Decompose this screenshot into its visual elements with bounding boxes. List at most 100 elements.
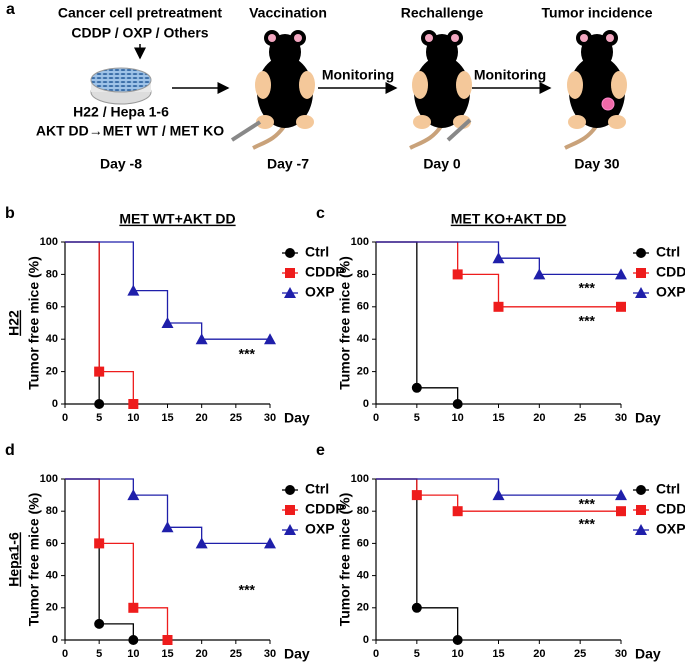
legend-label: CDDP xyxy=(305,501,345,517)
step-text: H22 / Hepa 1-6 xyxy=(73,104,169,120)
syringe xyxy=(446,118,472,142)
legend-marker xyxy=(285,248,295,258)
legend-label: CDDP xyxy=(656,501,685,517)
legend-label: Ctrl xyxy=(305,244,329,260)
legend-label: Ctrl xyxy=(305,481,329,497)
y-tick-label: 0 xyxy=(363,634,369,646)
x-axis-label: Day xyxy=(284,646,310,662)
x-tick-label: 5 xyxy=(414,412,420,424)
y-tick-label: 80 xyxy=(357,268,369,280)
legend-label: OXP xyxy=(305,521,335,537)
marker xyxy=(128,635,139,645)
marker xyxy=(492,489,505,501)
survival-line xyxy=(376,478,459,640)
y-tick-label: 40 xyxy=(46,570,58,582)
x-tick-label: 20 xyxy=(533,412,545,424)
panel-label: b xyxy=(5,205,15,222)
x-tick-label: 15 xyxy=(161,648,173,660)
step-text: CDDP / OXP / Others xyxy=(71,25,208,41)
panel-label: e xyxy=(316,442,325,459)
y-tick-label: 80 xyxy=(46,505,58,517)
row-label: Hepa1-6 xyxy=(6,532,22,587)
marker xyxy=(533,268,546,280)
panel-label: d xyxy=(5,442,15,459)
annotation: *** xyxy=(239,346,256,362)
y-tick-label: 0 xyxy=(363,398,369,410)
y-tick-label: 20 xyxy=(357,602,369,614)
y-tick-label: 100 xyxy=(351,473,369,485)
y-tick-label: 40 xyxy=(46,333,58,345)
day-label: Day -7 xyxy=(267,156,309,172)
marker xyxy=(615,268,627,280)
x-tick-label: 20 xyxy=(196,648,208,660)
y-axis-label: Tumor free mice (%) xyxy=(337,256,353,390)
y-tick-label: 20 xyxy=(46,602,58,614)
legend-marker xyxy=(636,268,646,278)
day-label: Day 30 xyxy=(574,156,619,172)
marker xyxy=(161,317,174,328)
marker xyxy=(195,333,208,345)
marker xyxy=(615,489,627,501)
y-tick-label: 60 xyxy=(357,301,369,313)
marker xyxy=(411,382,422,393)
legend-marker xyxy=(635,524,647,535)
x-tick-label: 20 xyxy=(533,648,545,660)
legend-marker xyxy=(285,268,295,278)
annotation: *** xyxy=(579,280,596,296)
x-tick-label: 15 xyxy=(161,412,173,424)
legend-marker xyxy=(635,287,647,298)
x-tick-label: 10 xyxy=(452,648,464,660)
legend-marker xyxy=(285,505,295,515)
x-tick-label: 25 xyxy=(574,412,586,424)
legend-label: CDDP xyxy=(656,264,685,280)
marker xyxy=(616,506,626,517)
step-text: Cancer cell pretreatment xyxy=(58,5,223,21)
x-tick-label: 25 xyxy=(574,648,586,660)
y-tick-label: 60 xyxy=(46,301,58,313)
marker xyxy=(452,269,463,280)
chart-title: MET WT+AKT DD xyxy=(119,211,235,227)
marker xyxy=(94,618,105,629)
marker xyxy=(616,301,626,312)
marker xyxy=(493,301,504,312)
marker xyxy=(128,399,139,409)
x-tick-label: 30 xyxy=(615,412,627,424)
survival-line xyxy=(376,241,621,276)
syringe xyxy=(230,120,262,142)
survival-line xyxy=(376,478,621,496)
step-title: Tumor incidence xyxy=(542,5,653,21)
mouse xyxy=(251,30,317,150)
marker xyxy=(162,635,173,645)
marker xyxy=(452,506,463,517)
x-tick-label: 0 xyxy=(373,648,379,660)
marker xyxy=(127,284,140,296)
x-tick-label: 5 xyxy=(96,648,102,660)
marker xyxy=(492,252,505,264)
legend-marker xyxy=(284,287,296,298)
legend-label: Ctrl xyxy=(656,244,680,260)
y-axis-label: Tumor free mice (%) xyxy=(26,256,42,390)
y-tick-label: 80 xyxy=(357,505,369,517)
x-tick-label: 30 xyxy=(264,648,276,660)
y-tick-label: 100 xyxy=(351,236,369,248)
mouse xyxy=(563,30,629,150)
x-tick-label: 15 xyxy=(492,648,504,660)
marker xyxy=(94,366,105,377)
marker xyxy=(161,521,174,533)
y-tick-label: 60 xyxy=(357,537,369,549)
marker xyxy=(94,399,105,409)
y-axis-label: Tumor free mice (%) xyxy=(337,493,353,627)
panel-label: a xyxy=(6,1,15,18)
x-tick-label: 5 xyxy=(96,412,102,424)
x-tick-label: 0 xyxy=(373,412,379,424)
marker xyxy=(452,635,463,645)
legend-marker xyxy=(636,485,646,495)
marker xyxy=(264,537,276,549)
x-tick-label: 5 xyxy=(414,648,420,660)
x-tick-label: 30 xyxy=(615,648,627,660)
x-tick-label: 20 xyxy=(196,412,208,424)
annotation: *** xyxy=(579,516,596,532)
marker xyxy=(127,489,140,501)
monitoring-label: Monitoring xyxy=(474,67,546,83)
legend-label: CDDP xyxy=(305,264,345,280)
